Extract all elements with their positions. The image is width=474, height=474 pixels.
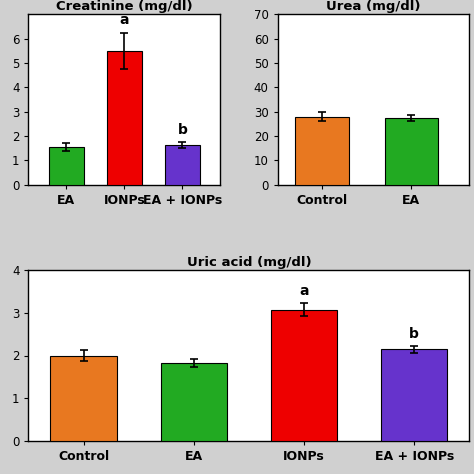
Bar — [50, 356, 117, 441]
Text: a: a — [299, 284, 309, 298]
Title: Creatinine (mg/dl): Creatinine (mg/dl) — [56, 0, 192, 13]
Bar — [161, 363, 227, 441]
Bar — [165, 145, 200, 185]
Bar — [271, 310, 337, 441]
Text: b: b — [177, 123, 187, 137]
Bar — [384, 118, 438, 185]
Bar — [295, 117, 349, 185]
Bar — [49, 147, 83, 185]
Bar — [381, 349, 447, 441]
Bar — [0, 147, 26, 185]
Text: b: b — [409, 327, 419, 341]
Bar — [107, 51, 142, 185]
Title: Uric acid (mg/dl): Uric acid (mg/dl) — [187, 256, 311, 269]
Text: a: a — [119, 13, 129, 27]
Title: Urea (mg/dl): Urea (mg/dl) — [326, 0, 421, 13]
